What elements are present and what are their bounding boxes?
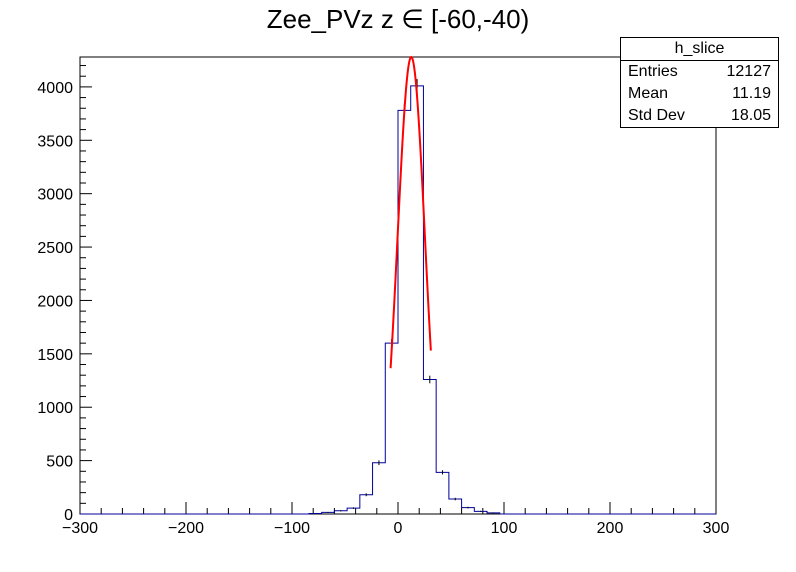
stats-label: Mean — [628, 85, 669, 102]
gaussian-fit-line — [389, 55, 432, 369]
x-tick-label: 200 — [597, 520, 624, 537]
y-tick-label: 3500 — [37, 133, 73, 150]
stats-row-stddev: Std Dev 18.05 — [621, 105, 778, 127]
x-tick-label: 300 — [703, 520, 730, 537]
y-axis: 0 500 1000 1500 2000 2500 3000 3500 4000 — [37, 65, 92, 524]
y-tick-label: 0 — [64, 507, 73, 524]
y-tick-label: 4000 — [37, 80, 73, 97]
stats-label: Entries — [628, 63, 678, 80]
stats-row-mean: Mean 11.19 — [621, 83, 778, 105]
x-tick-label: −200 — [168, 520, 204, 537]
y-tick-label: 3000 — [37, 187, 73, 204]
y-tick-label: 1500 — [37, 347, 73, 364]
stats-value: 11.19 — [732, 85, 771, 102]
fit-curve — [389, 55, 432, 369]
x-tick-label: 100 — [491, 520, 518, 537]
stats-title: h_slice — [621, 38, 778, 61]
y-tick-label: 500 — [46, 454, 73, 471]
y-tick-label: 2500 — [37, 240, 73, 257]
x-tick-label: −100 — [274, 520, 310, 537]
chart-title: Zee_PVz z ∈ [-60,-40) — [266, 4, 530, 34]
histogram-series — [80, 79, 716, 515]
stats-box: h_slice Entries 12127 Mean 11.19 Std Dev… — [620, 37, 779, 128]
histogram-outline — [80, 85, 716, 515]
stats-value: 12127 — [726, 63, 772, 80]
stats-label: Std Dev — [628, 107, 685, 124]
stats-row-entries: Entries 12127 — [621, 61, 778, 83]
x-tick-label: −300 — [62, 520, 98, 537]
x-axis: −300 −200 −100 0 100 200 300 — [62, 502, 729, 537]
x-tick-label: 0 — [394, 520, 403, 537]
stats-value: 18.05 — [730, 107, 771, 124]
y-tick-label: 1000 — [37, 400, 73, 417]
y-tick-label: 2000 — [37, 293, 73, 310]
